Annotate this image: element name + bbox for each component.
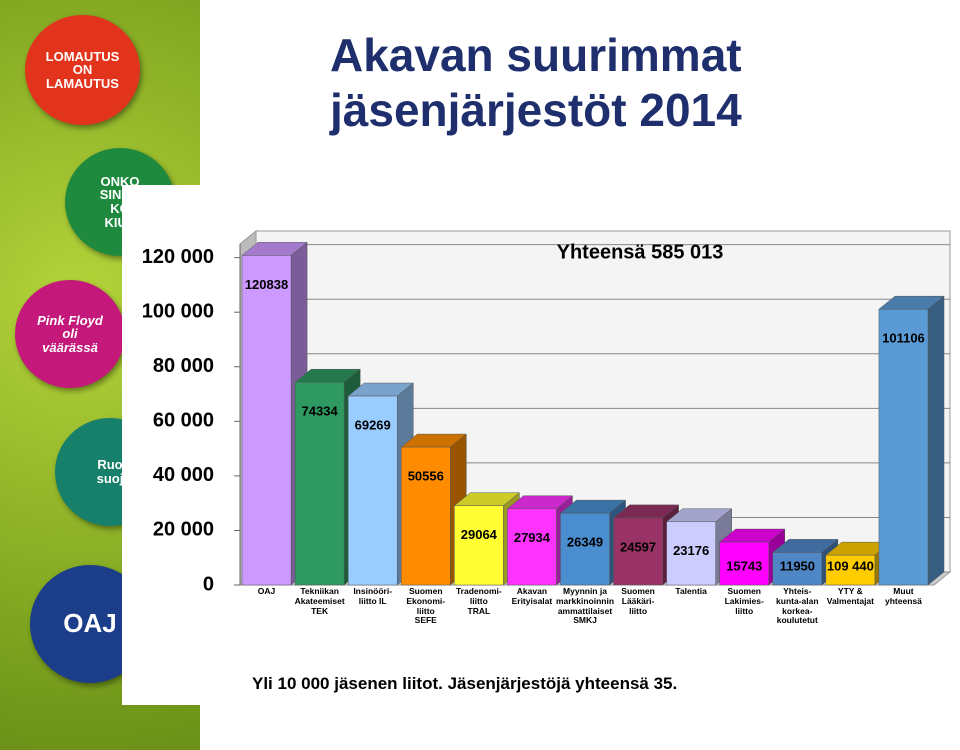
value-label: 120838 [245, 277, 288, 292]
y-tick-label: 80 000 [153, 355, 214, 377]
x-tick-label: Tradenomi- liitto TRAL [455, 586, 502, 616]
y-tick-label: 40 000 [153, 464, 214, 486]
x-tick-label: Insinööri- liitto IL [353, 586, 393, 606]
x-tick-label: Myynnin ja markkinoinnin ammattilaiset S… [555, 586, 615, 626]
badge: LOMAUTUS ON LAMAUTUS [25, 15, 140, 125]
bar-side [927, 295, 945, 586]
value-label: 23176 [673, 543, 709, 558]
value-label: 15743 [726, 558, 762, 573]
value-label: 24597 [620, 539, 656, 554]
bar [347, 395, 398, 586]
x-tick-label: YTY & Valmentajat [826, 586, 874, 606]
value-label: 26349 [567, 535, 603, 550]
bar [719, 541, 770, 586]
bar [878, 308, 929, 586]
x-tick-label: Suomen Lääkäri- liitto [621, 586, 655, 616]
value-label: 11950 [780, 558, 815, 573]
bar [825, 554, 876, 586]
bar [241, 255, 292, 586]
x-tick-label: OAJ [257, 586, 276, 596]
x-tick-label: Talentia [675, 586, 707, 596]
x-tick-label: Suomen Lakimies- liitto [724, 586, 764, 616]
footer: Yli 10 000 jäsenen liitot. Jäsenjärjestö… [252, 674, 678, 693]
badge: Pink Floyd oli väärässä [15, 280, 125, 388]
x-tick-label: Suomen Ekonomi- liitto SEFE [406, 586, 446, 626]
value-label: 27934 [514, 530, 551, 545]
value-label: 50556 [408, 469, 444, 484]
y-tick-label: 100 000 [142, 300, 214, 322]
bar [772, 552, 823, 586]
bar [400, 446, 451, 586]
bar [507, 508, 557, 586]
value-label: 69269 [355, 417, 391, 432]
value-label: 74334 [302, 404, 339, 419]
x-tick-label: Muut yhteensä [885, 586, 922, 606]
annotation: Yhteensä 585 013 [557, 241, 724, 263]
value-label: 109 440 [827, 558, 874, 573]
value-label: 29064 [461, 527, 498, 542]
y-tick-label: 0 [203, 573, 214, 595]
bar [294, 381, 345, 586]
bar [666, 521, 716, 586]
bar [613, 517, 663, 586]
value-label: 101106 [882, 331, 925, 346]
bar [454, 505, 504, 586]
x-tick-label: Tekniikan Akateemiset TEK [294, 586, 345, 616]
slide-title: Akavan suurimmat jäsenjärjestöt 2014 [330, 29, 742, 137]
x-tick-label: Akavan Erityisalat [511, 586, 553, 606]
y-tick-label: 120 000 [142, 246, 214, 268]
y-tick-label: 20 000 [153, 519, 214, 541]
bar [560, 512, 610, 586]
y-tick-label: 60 000 [153, 410, 214, 432]
x-tick-label: Yhteis- kunta-alan korkea- koulutetut [776, 586, 819, 626]
